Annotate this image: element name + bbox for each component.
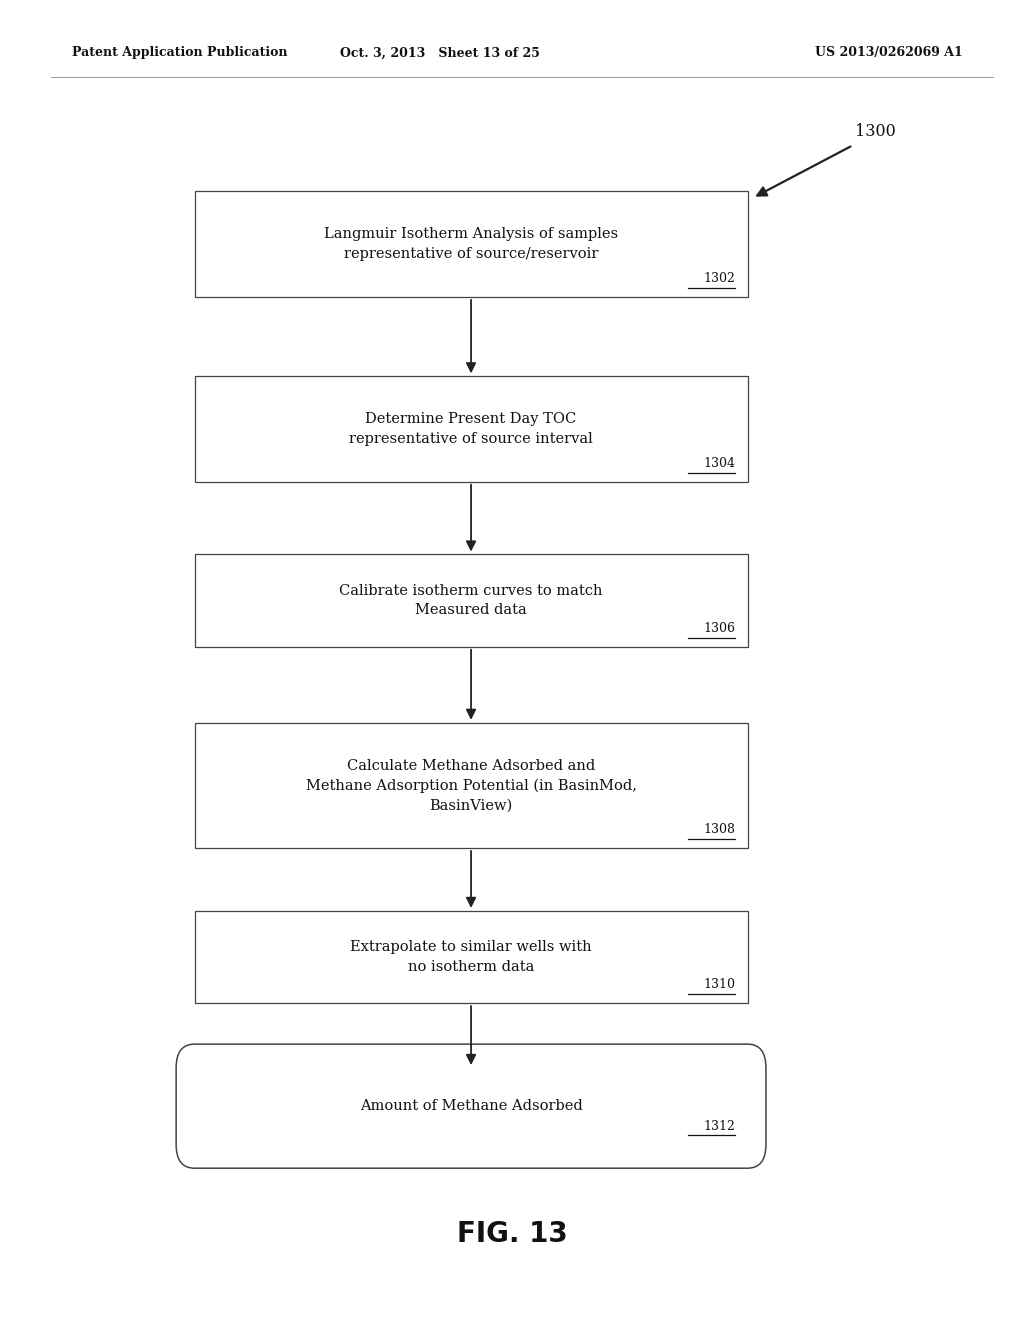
FancyBboxPatch shape bbox=[195, 911, 748, 1003]
Text: US 2013/0262069 A1: US 2013/0262069 A1 bbox=[815, 46, 963, 59]
FancyBboxPatch shape bbox=[195, 376, 748, 482]
FancyBboxPatch shape bbox=[195, 191, 748, 297]
Text: 1304: 1304 bbox=[703, 457, 735, 470]
Text: 1310: 1310 bbox=[703, 978, 735, 991]
Text: 1302: 1302 bbox=[703, 272, 735, 285]
Text: Calibrate isotherm curves to match
Measured data: Calibrate isotherm curves to match Measu… bbox=[339, 583, 603, 618]
Text: Amount of Methane Adsorbed: Amount of Methane Adsorbed bbox=[359, 1100, 583, 1113]
Text: Extrapolate to similar wells with
no isotherm data: Extrapolate to similar wells with no iso… bbox=[350, 940, 592, 974]
FancyBboxPatch shape bbox=[195, 722, 748, 847]
Text: FIG. 13: FIG. 13 bbox=[457, 1220, 567, 1249]
Text: 1300: 1300 bbox=[855, 124, 896, 140]
Text: 1306: 1306 bbox=[703, 622, 735, 635]
Text: Patent Application Publication: Patent Application Publication bbox=[72, 46, 287, 59]
Text: 1312: 1312 bbox=[703, 1119, 735, 1133]
Text: Oct. 3, 2013   Sheet 13 of 25: Oct. 3, 2013 Sheet 13 of 25 bbox=[340, 46, 541, 59]
Text: Langmuir Isotherm Analysis of samples
representative of source/reservoir: Langmuir Isotherm Analysis of samples re… bbox=[324, 227, 618, 261]
Text: 1308: 1308 bbox=[703, 824, 735, 837]
FancyBboxPatch shape bbox=[176, 1044, 766, 1168]
Text: Determine Present Day TOC
representative of source interval: Determine Present Day TOC representative… bbox=[349, 412, 593, 446]
Text: Calculate Methane Adsorbed and
Methane Adsorption Potential (in BasinMod,
BasinV: Calculate Methane Adsorbed and Methane A… bbox=[305, 759, 637, 812]
FancyBboxPatch shape bbox=[195, 554, 748, 647]
